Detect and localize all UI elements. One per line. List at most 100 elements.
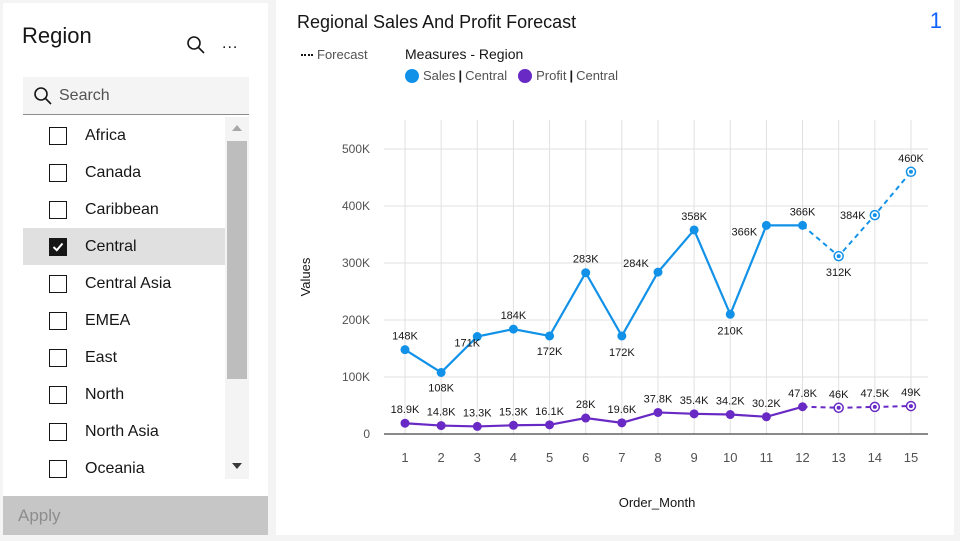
checkbox-icon[interactable] <box>49 459 67 478</box>
series-line-actual <box>404 405 803 428</box>
search-icon[interactable] <box>185 34 207 56</box>
data-label: 46K <box>829 389 849 401</box>
data-point <box>725 410 735 420</box>
checkbox-icon[interactable] <box>49 422 67 441</box>
checkbox-icon[interactable] <box>49 311 67 330</box>
region-option[interactable]: Central <box>23 228 225 265</box>
region-filter-panel: Region ... Africa Canada Caribbean Central C… <box>3 3 268 535</box>
scroll-thumb[interactable] <box>227 141 247 379</box>
checkbox-icon[interactable] <box>49 274 67 293</box>
x-tick-label: 7 <box>618 450 625 465</box>
checkbox-icon[interactable] <box>49 126 67 145</box>
data-label: 19.6K <box>607 404 636 416</box>
data-point-forecast-core <box>872 404 877 409</box>
data-point-forecast-core <box>836 254 841 259</box>
region-option-label: Central <box>85 237 137 255</box>
x-tick-label: 2 <box>438 450 445 465</box>
checkbox-icon[interactable] <box>49 385 67 404</box>
checkbox-icon[interactable] <box>49 200 67 219</box>
region-option[interactable]: East <box>23 339 225 376</box>
list-scrollbar[interactable] <box>225 117 249 479</box>
data-label: 283K <box>573 254 599 266</box>
y-tick-label: 300K <box>342 256 370 270</box>
x-tick-label: 4 <box>510 450 517 465</box>
data-label: 148K <box>392 331 418 343</box>
legend-measure: Sales <box>423 68 456 83</box>
data-point <box>400 418 410 428</box>
series-line-actual <box>404 224 803 374</box>
data-label: 14.8K <box>427 407 456 419</box>
region-option[interactable]: North <box>23 376 225 413</box>
region-option[interactable]: Africa <box>23 117 225 154</box>
data-point <box>798 220 808 230</box>
page-number: 1 <box>929 8 942 33</box>
data-point <box>617 418 627 428</box>
filter-title: Region <box>22 23 92 48</box>
data-label: 47.8K <box>788 388 817 400</box>
data-point-forecast-core <box>872 213 877 218</box>
data-label: 312K <box>826 267 852 279</box>
legend-forecast-label: Forecast <box>317 47 368 62</box>
data-label: 47.5K <box>860 388 889 400</box>
checkbox-icon[interactable] <box>49 348 67 367</box>
chart-panel: 0 100K 200K 300K 400K 500K 1 2 3 4 5 6 7 8 9 10 11 12 13 14… <box>276 0 954 535</box>
data-label: 37.8K <box>644 393 673 405</box>
x-tick-label: 12 <box>795 450 809 465</box>
data-point <box>581 268 591 278</box>
legend-item-profit[interactable]: Profit | Central <box>518 68 618 83</box>
data-point <box>581 413 591 423</box>
data-label: 18.9K <box>391 404 420 416</box>
data-label: 35.4K <box>680 395 709 407</box>
legend-swatch-profit <box>518 68 533 83</box>
legend-region: Central <box>465 68 508 83</box>
data-label: 172K <box>537 346 563 358</box>
region-option-label: Africa <box>85 126 126 144</box>
checkbox-icon[interactable] <box>49 163 67 182</box>
data-point <box>472 421 482 431</box>
data-point <box>653 267 663 277</box>
x-tick-label: 1 <box>401 450 408 465</box>
region-option-label: Caribbean <box>85 200 159 218</box>
data-point <box>545 420 555 430</box>
data-point <box>436 367 446 377</box>
x-tick-label: 9 <box>691 450 698 465</box>
checkbox-checked-icon[interactable] <box>49 237 67 256</box>
data-point <box>545 331 555 341</box>
region-option[interactable]: Central Asia <box>23 265 225 302</box>
data-point <box>689 225 699 235</box>
data-point <box>617 331 627 341</box>
data-label: 184K <box>501 310 527 322</box>
search-input[interactable] <box>59 83 239 109</box>
scroll-down-arrow-icon[interactable] <box>232 463 242 469</box>
legend-swatch-sales <box>405 68 419 83</box>
data-label: 15.3K <box>499 406 528 418</box>
search-field[interactable] <box>23 77 249 115</box>
scroll-up-arrow-icon[interactable] <box>232 125 242 131</box>
region-option[interactable]: North Asia <box>23 413 225 450</box>
data-point <box>725 309 735 319</box>
x-tick-label: 15 <box>904 450 918 465</box>
x-tick-label: 6 <box>582 450 589 465</box>
data-label: 30.2K <box>752 398 781 410</box>
data-label: 49K <box>901 387 921 399</box>
y-tick-label: 500K <box>342 142 370 156</box>
more-options-icon[interactable]: ... <box>222 35 239 52</box>
y-axis-label: Values <box>298 257 313 296</box>
x-tick-label: 10 <box>723 450 737 465</box>
data-label: 171K <box>454 338 480 350</box>
region-option-label: North Asia <box>85 422 159 440</box>
y-tick-label: 400K <box>342 199 370 213</box>
x-tick-label: 5 <box>546 450 553 465</box>
region-option[interactable]: Canada <box>23 154 225 191</box>
region-option[interactable]: Caribbean <box>23 191 225 228</box>
region-option[interactable]: Oceania <box>23 450 225 479</box>
apply-button[interactable]: Apply <box>3 496 268 535</box>
data-point <box>472 332 482 342</box>
data-point <box>400 345 410 355</box>
legend-title: Measures - Region <box>405 46 524 62</box>
legend-item-sales[interactable]: Sales | Central <box>405 68 507 83</box>
data-label: 358K <box>681 211 707 223</box>
region-option[interactable]: EMEA <box>23 302 225 339</box>
data-label: 172K <box>609 347 635 359</box>
data-point <box>761 220 771 230</box>
